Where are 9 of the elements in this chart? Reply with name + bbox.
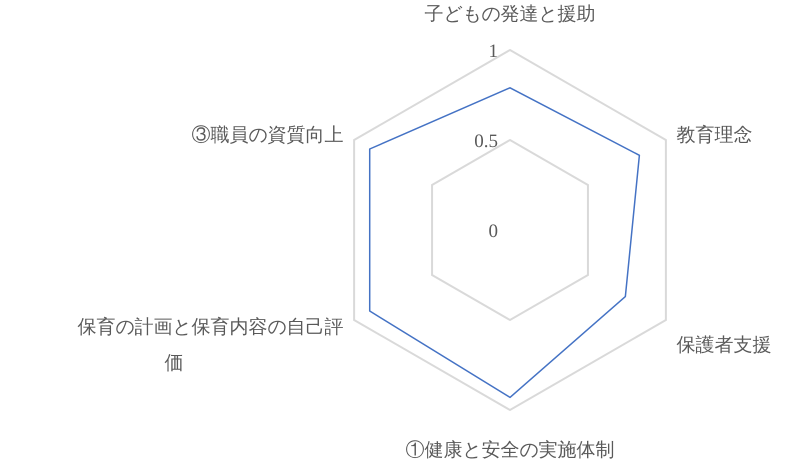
spoke-label: ③職員の資質向上	[192, 125, 344, 146]
spoke-label: 子どもの発達と援助	[424, 4, 596, 25]
y-tick-label: 1	[488, 41, 498, 62]
spoke-label: 保育の計画と保育内容の自己評価	[78, 316, 344, 374]
y-tick-label: 0	[488, 221, 498, 242]
spoke-label: 教育理念	[676, 124, 752, 146]
spoke-label: 保護者支援	[676, 335, 772, 356]
y-tick-label: 0.5	[474, 131, 498, 152]
spoke-label: ①健康と安全の実施体制	[406, 439, 614, 461]
